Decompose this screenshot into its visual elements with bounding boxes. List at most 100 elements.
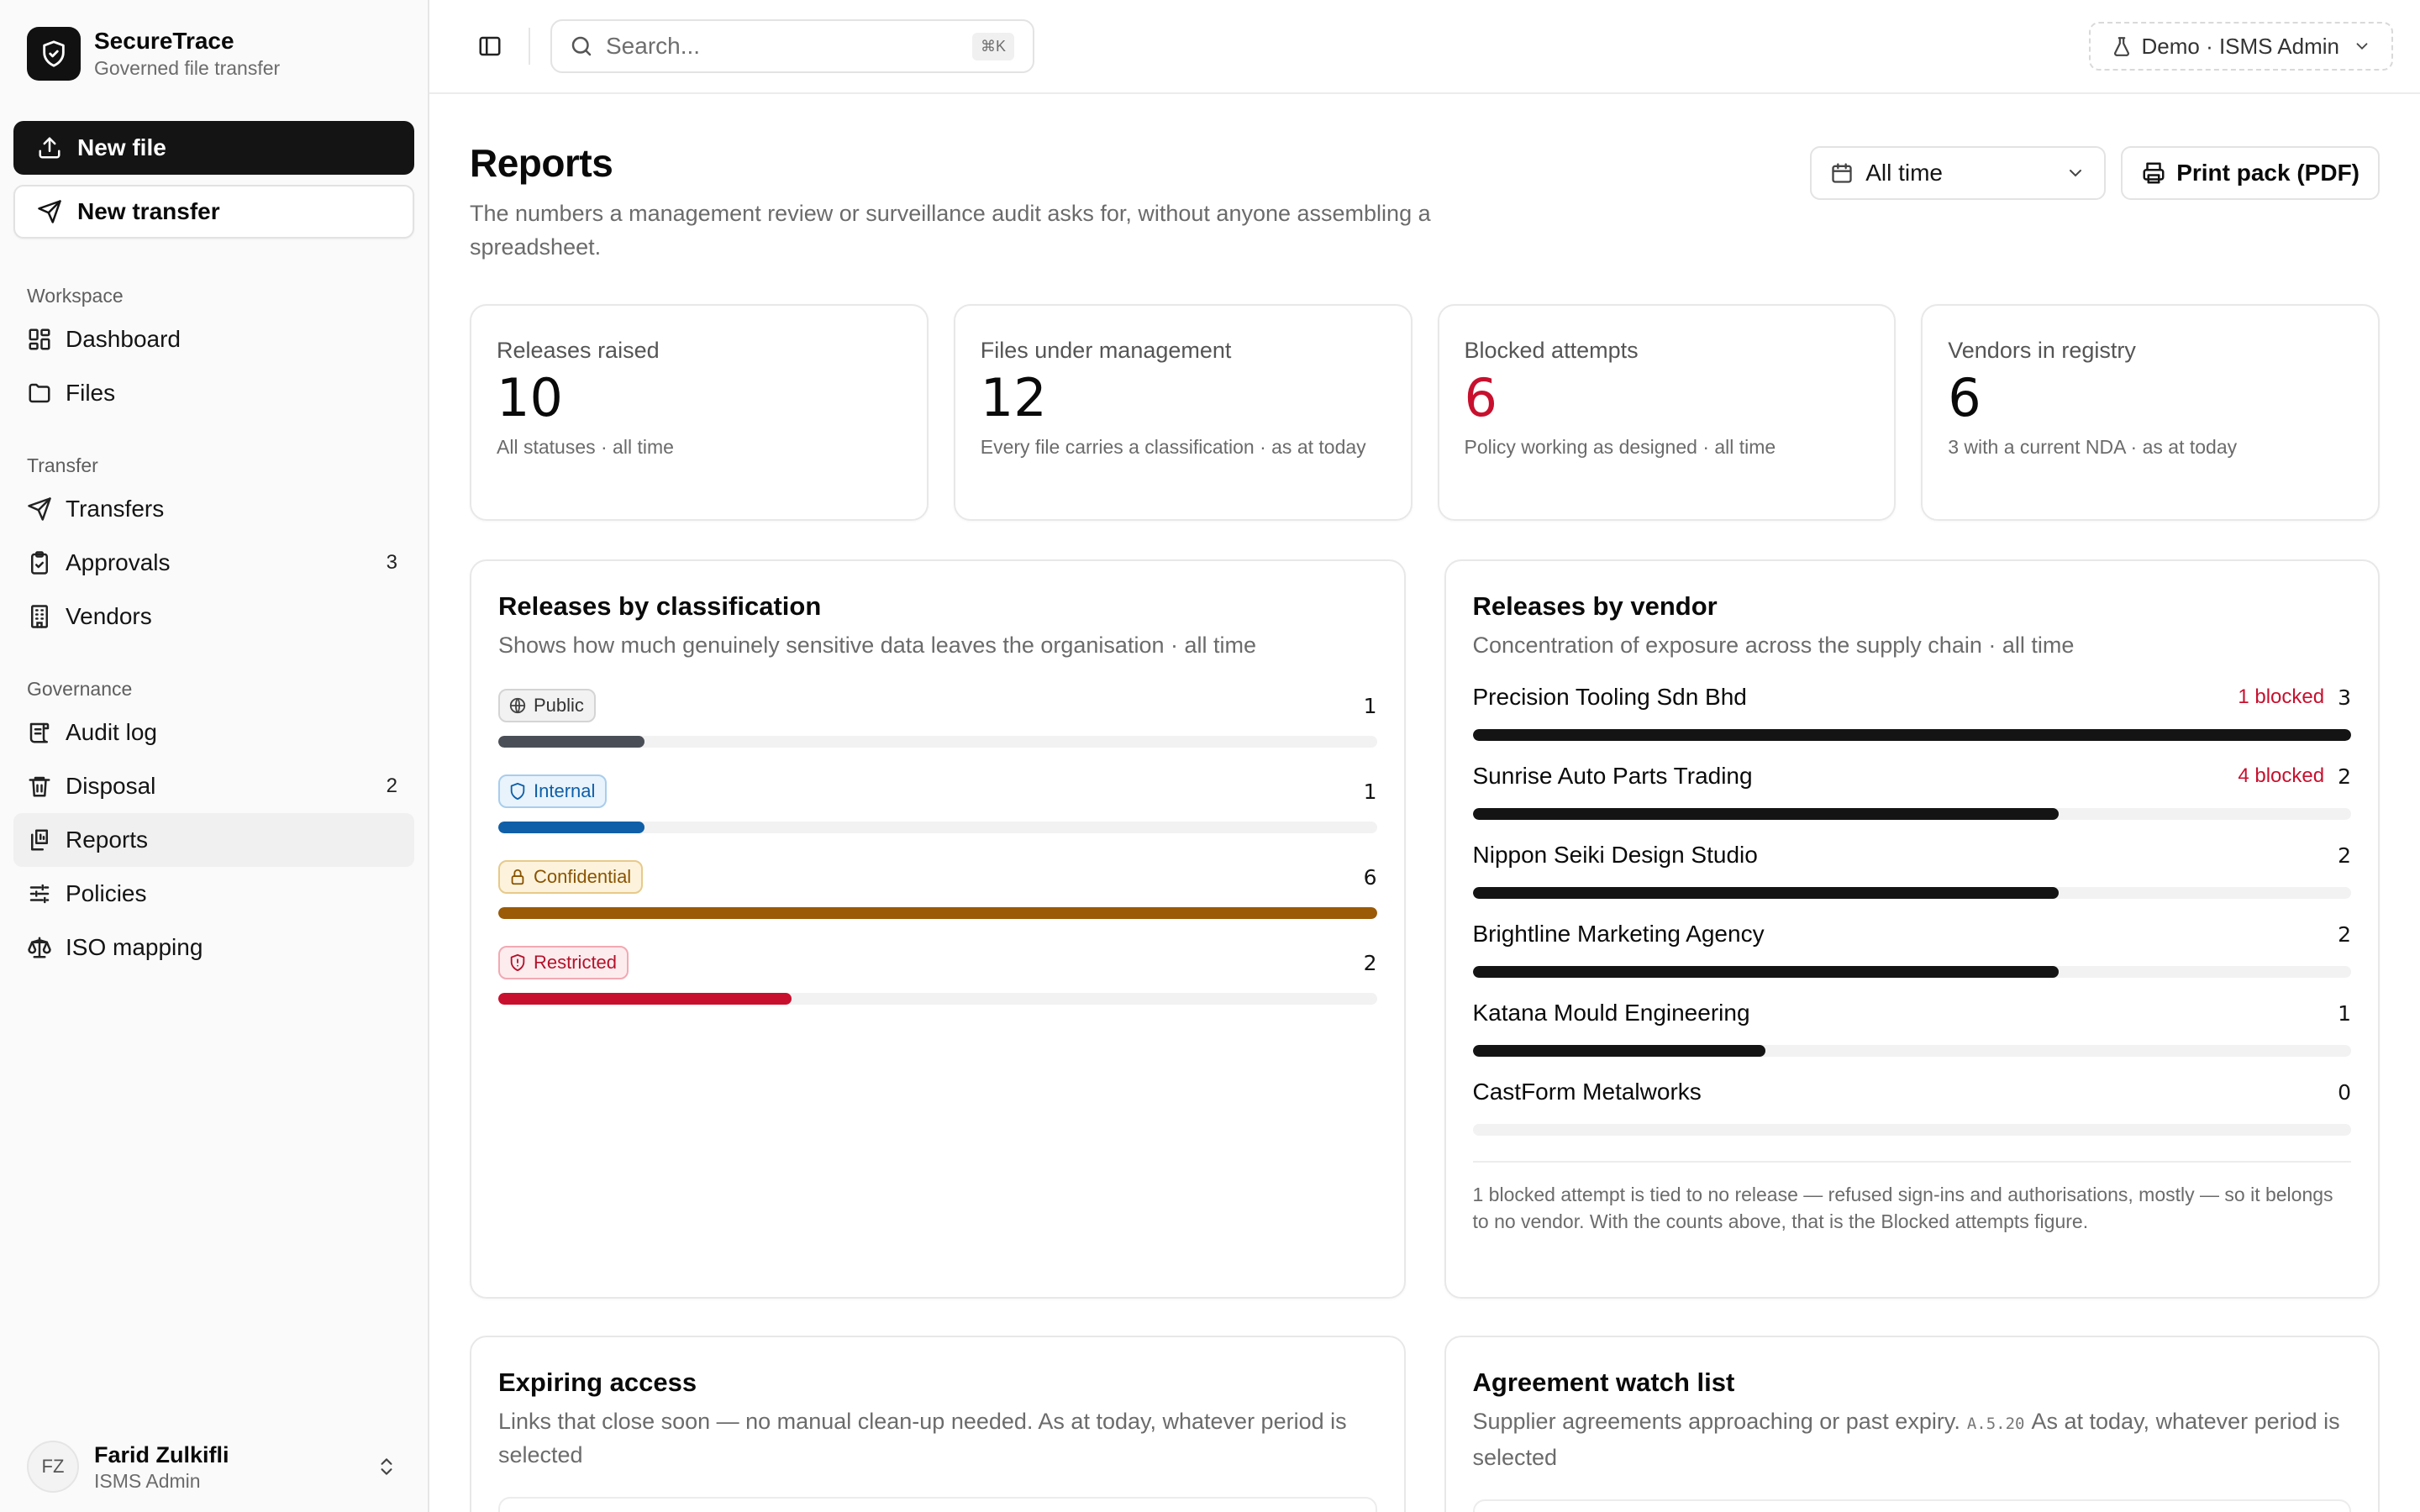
sidebar-item-label: Reports [66, 827, 149, 853]
bar-track [1472, 729, 2351, 741]
badge-label: Restricted [534, 952, 618, 973]
expiring-access-list [498, 1497, 1377, 1512]
globe-icon [509, 697, 526, 714]
sidebar-item-label: Disposal [66, 773, 156, 799]
bar-track [498, 736, 1377, 748]
vendor-count: 0 [2338, 1079, 2351, 1105]
brand-subtitle: Governed file transfer [94, 57, 281, 79]
expiring-access-card: Expiring access Links that close soon — … [470, 1336, 1406, 1512]
stat-value: 12 [980, 367, 1047, 428]
classification-badge: Restricted [498, 946, 629, 979]
agreement-list [1472, 1499, 2351, 1512]
stat-value: 6 [1464, 367, 1497, 428]
shield-icon [27, 27, 81, 81]
sidebar-item-label: Dashboard [66, 326, 181, 352]
account-label: Demo · ISMS Admin [2141, 33, 2339, 59]
sidebar-item-approvals[interactable]: Approvals 3 [13, 536, 414, 590]
sidebar-item-dashboard[interactable]: Dashboard [13, 312, 414, 366]
divider [529, 28, 530, 65]
sliders-icon [29, 884, 50, 904]
vendor-row: Katana Mould Engineering 1 [1472, 996, 2351, 1057]
description-text: Supplier agreements approaching or past … [1472, 1409, 1960, 1434]
bar-fill [498, 736, 645, 748]
content: Reports The numbers a management review … [429, 94, 2420, 1512]
printer-icon [2143, 162, 2165, 184]
sidebar-item-policies[interactable]: Policies [13, 867, 414, 921]
bar-track [1472, 887, 2351, 899]
scroll-icon [29, 722, 50, 743]
vendor-row: Brightline Marketing Agency 2 [1472, 917, 2351, 978]
classification-count: 6 [1363, 864, 1377, 890]
vendor-name: Katana Mould Engineering [1472, 1000, 1750, 1026]
vendor-row: Precision Tooling Sdn Bhd 1 blocked 3 [1472, 680, 2351, 741]
sidebar-item-label: Policies [66, 880, 147, 906]
vendor-list: Precision Tooling Sdn Bhd 1 blocked 3 Sunri… [1472, 680, 2351, 1136]
classification-row: Restricted 2 [498, 944, 1377, 1005]
section-transfer: Transfer [27, 454, 98, 476]
vendor-name: Sunrise Auto Parts Trading [1472, 763, 1753, 789]
account-switcher[interactable]: Demo · ISMS Admin [2089, 22, 2393, 71]
send-icon [28, 497, 51, 521]
classification-badge: Internal [498, 774, 608, 808]
stat-card: Releases raised 10 All statuses · all ti… [470, 304, 929, 521]
stat-note: Every file carries a classification · as… [980, 436, 1366, 458]
sidebar-item-transfers[interactable]: Transfers [13, 482, 414, 536]
search-input[interactable]: Search... ⌘K [550, 19, 1034, 73]
card-title: Releases by classification [498, 591, 822, 621]
page-title: Reports [470, 141, 613, 185]
vendor-name: Nippon Seiki Design Studio [1472, 842, 1758, 868]
card-description: Shows how much genuinely sensitive data … [498, 633, 1256, 658]
brand-name: SecureTrace [94, 28, 234, 54]
send-icon [38, 200, 61, 223]
vendor-row: Sunrise Auto Parts Trading 4 blocked 2 [1472, 759, 2351, 820]
topbar: Search... ⌘K Demo · ISMS Admin [429, 0, 2420, 94]
building-icon [31, 605, 48, 628]
sidebar-item-vendors[interactable]: Vendors [13, 590, 414, 643]
agreement-watch-card: Agreement watch list Supplier agreements… [1444, 1336, 2380, 1512]
bar-fill [1472, 887, 2059, 899]
chevron-down-icon [2356, 43, 2368, 50]
sidebar-item-reports[interactable]: Reports [13, 813, 414, 867]
bar-fill [1472, 966, 2059, 978]
sidebar-item-iso-mapping[interactable]: ISO mapping [13, 921, 414, 974]
page-description: The numbers a management review or surve… [470, 201, 1431, 260]
disposal-count: 2 [386, 774, 397, 797]
shield-alert-icon [510, 953, 525, 972]
brand[interactable]: SecureTrace Governed file transfer [13, 0, 414, 108]
vendor-count: 2 [2338, 921, 2351, 947]
sidebar-item-disposal[interactable]: Disposal 2 [13, 759, 414, 813]
chevrons-up-down-icon [381, 1458, 392, 1475]
section-governance: Governance [27, 678, 133, 700]
card-description: Supplier agreements approaching or past … [1473, 1404, 2352, 1474]
new-transfer-button[interactable]: New transfer [13, 185, 414, 239]
stat-card: Blocked attempts 6 Policy working as des… [1437, 304, 1897, 521]
shield-icon [510, 782, 525, 801]
sidebar-toggle-button[interactable] [463, 19, 517, 73]
vendor-footnote: 1 blocked attempt is tied to no release … [1472, 1161, 2351, 1235]
sidebar: SecureTrace Governed file transfer New f… [0, 0, 429, 1512]
vendor-row: CastForm Metalworks 0 [1472, 1075, 2351, 1136]
bar-track [498, 993, 1377, 1005]
bar-track [1472, 808, 2351, 820]
sidebar-item-audit-log[interactable]: Audit log [13, 706, 414, 759]
sidebar-item-label: Transfers [66, 496, 165, 522]
sidebar-item-files[interactable]: Files [13, 366, 414, 420]
sidebar-item-label: ISO mapping [66, 934, 203, 960]
approvals-count: 3 [386, 551, 397, 574]
sidebar-item-label: Files [66, 380, 116, 406]
period-select[interactable]: All time [1810, 146, 2107, 200]
classification-count: 1 [1363, 779, 1377, 804]
vendor-row: Nippon Seiki Design Studio 2 [1472, 838, 2351, 899]
classification-count: 2 [1363, 950, 1377, 975]
period-value: All time [1865, 160, 1943, 186]
bar-fill [498, 907, 1377, 919]
new-file-button[interactable]: New file [13, 121, 414, 175]
bar-fill [1472, 808, 2059, 820]
user-menu[interactable]: FZ Farid Zulkifli ISMS Admin [13, 1431, 414, 1502]
stat-note: 3 with a current NDA · as at today [1948, 436, 2238, 458]
bar-fill [498, 822, 645, 833]
reports-icon [31, 829, 48, 851]
vendor-count: 1 [2338, 1000, 2351, 1026]
card-title: Agreement watch list [1472, 1368, 1735, 1397]
print-pack-button[interactable]: Print pack (PDF) [2121, 146, 2380, 200]
